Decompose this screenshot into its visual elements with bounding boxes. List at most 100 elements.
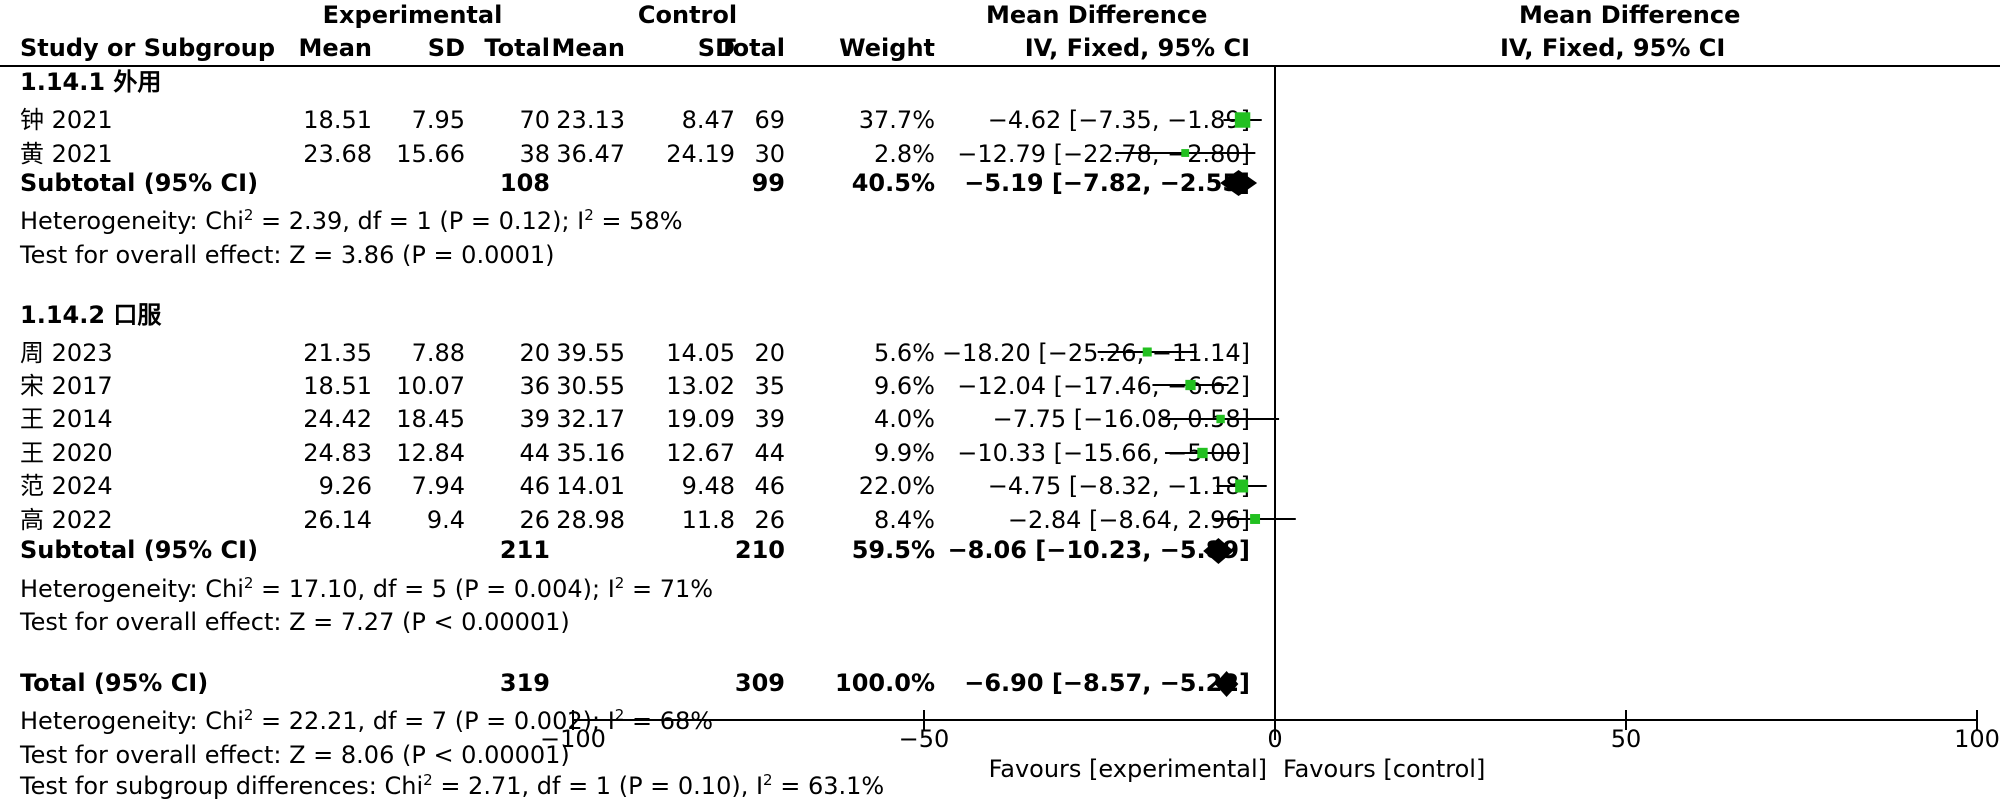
study-name: 周 2023 [20, 339, 113, 367]
ctrl-total: 44 [754, 439, 785, 467]
ctrl-sd: 12.67 [666, 439, 735, 467]
exp-total: 26 [519, 506, 550, 534]
col-exp-total: Total [484, 34, 550, 62]
exp-sd: 9.4 [426, 506, 465, 534]
study-point-marker [1216, 414, 1225, 424]
study-name: 宋 2017 [20, 372, 113, 400]
exp-sd: 15.66 [396, 140, 465, 168]
subtotal-label: Subtotal (95% CI) [20, 536, 259, 564]
ctrl-mean: 39.55 [556, 339, 625, 367]
col-ctrl-total: Total [719, 34, 785, 62]
ctrl-mean: 32.17 [556, 405, 625, 433]
md-ci: −18.20 [−25.26, −11.14] [941, 339, 1250, 367]
study-point-marker [1185, 379, 1196, 391]
exp-total: 70 [519, 106, 550, 134]
study-point-marker [1250, 514, 1261, 524]
ctrl-mean: 23.13 [556, 106, 625, 134]
exp-mean: 23.68 [303, 140, 372, 168]
col-weight: Weight [839, 34, 935, 62]
study-point-marker [1142, 347, 1152, 357]
weight: 2.8% [874, 140, 935, 168]
subtotal-exp-total: 108 [499, 169, 550, 197]
col-exp-mean: Mean [298, 34, 372, 62]
exp-total: 20 [519, 339, 550, 367]
weight: 9.9% [874, 439, 935, 467]
ctrl-total: 39 [754, 405, 785, 433]
md-ci: −2.84 [−8.64, 2.96] [1007, 506, 1250, 534]
pooled-diamond [1203, 538, 1234, 564]
favours-left-label: Favours [experimental] [989, 755, 1267, 783]
ctrl-total: 20 [754, 339, 785, 367]
subtotal-md-ci: −8.06 [−10.23, −5.89] [947, 536, 1250, 564]
weight: 37.7% [858, 106, 935, 134]
heterogeneity-text: Heterogeneity: Chi2 = 2.39, df = 1 (P = … [20, 206, 683, 235]
exp-sd: 10.07 [396, 372, 465, 400]
col-md-method: IV, Fixed, 95% CI [1024, 34, 1250, 62]
plot-method: IV, Fixed, 95% CI [1500, 34, 1726, 62]
exp-mean: 18.51 [303, 106, 372, 134]
subgroup-title: 1.14.1 外用 [20, 68, 162, 96]
study-point-marker [1235, 479, 1249, 493]
exp-total: 39 [519, 405, 550, 433]
weight: 5.6% [874, 339, 935, 367]
overall-effect-text: Test for overall effect: Z = 3.86 (P = 0… [20, 241, 555, 269]
exp-sd: 7.94 [411, 472, 465, 500]
exp-mean: 21.35 [303, 339, 372, 367]
subtotal-weight: 40.5% [851, 169, 935, 197]
exp-total: 44 [519, 439, 550, 467]
subtotal-label: Subtotal (95% CI) [20, 169, 259, 197]
ctrl-total: 30 [754, 140, 785, 168]
ctrl-sd: 24.19 [666, 140, 735, 168]
exp-total: 38 [519, 140, 550, 168]
col-ctrl-sd: SD [697, 34, 735, 62]
ctrl-mean: 30.55 [556, 372, 625, 400]
total-weight: 100.0% [835, 669, 935, 697]
total-label: Total (95% CI) [20, 669, 209, 697]
pooled-diamond [1220, 170, 1258, 196]
x-tick-label: 0 [1267, 725, 1282, 753]
subgroup-differences-text: Test for subgroup differences: Chi2 = 2.… [20, 771, 885, 800]
ctrl-total: 35 [754, 372, 785, 400]
subtotal-md-ci: −5.19 [−7.82, −2.55] [964, 169, 1250, 197]
exp-total: 36 [519, 372, 550, 400]
weight: 4.0% [874, 405, 935, 433]
ctrl-sd: 14.05 [666, 339, 735, 367]
heterogeneity-text: Heterogeneity: Chi2 = 17.10, df = 5 (P =… [20, 574, 714, 603]
study-name: 范 2024 [20, 472, 113, 500]
total-md-ci: −6.90 [−8.57, −5.22] [964, 669, 1250, 697]
weight: 22.0% [858, 472, 935, 500]
weight: 9.6% [874, 372, 935, 400]
weight: 8.4% [874, 506, 935, 534]
exp-sd: 12.84 [396, 439, 465, 467]
study-name: 钟 2021 [20, 106, 113, 134]
md-ci: −4.62 [−7.35, −1.89] [987, 106, 1250, 134]
total-exp-total: 319 [499, 669, 550, 697]
study-point-marker [1197, 447, 1208, 459]
col-study: Study or Subgroup [20, 34, 276, 62]
md-ci: −4.75 [−8.32, −1.18] [987, 472, 1250, 500]
ctrl-total: 46 [754, 472, 785, 500]
subtotal-ctrl-total: 99 [751, 169, 785, 197]
exp-sd: 7.95 [411, 106, 465, 134]
ctrl-total: 26 [754, 506, 785, 534]
study-point-marker [1234, 112, 1251, 128]
study-name: 王 2020 [20, 439, 113, 467]
exp-mean: 9.26 [318, 472, 372, 500]
x-tick-label: 100 [1954, 725, 2000, 753]
total-overall-effect-text: Test for overall effect: Z = 8.06 (P < 0… [20, 741, 570, 769]
x-tick-label: 50 [1611, 725, 1642, 753]
x-tick-label: −100 [540, 725, 606, 753]
exp-mean: 18.51 [303, 372, 372, 400]
ctrl-mean: 28.98 [556, 506, 625, 534]
exp-mean: 24.42 [303, 405, 372, 433]
ctrl-sd: 11.8 [681, 506, 735, 534]
subtotal-weight: 59.5% [851, 536, 935, 564]
ctrl-sd: 13.02 [666, 372, 735, 400]
exp-mean: 24.83 [303, 439, 372, 467]
ctrl-mean: 36.47 [556, 140, 625, 168]
x-tick-label: −50 [899, 725, 950, 753]
exp-sd: 18.45 [396, 405, 465, 433]
ctrl-total: 69 [754, 106, 785, 134]
study-name: 王 2014 [20, 405, 113, 433]
